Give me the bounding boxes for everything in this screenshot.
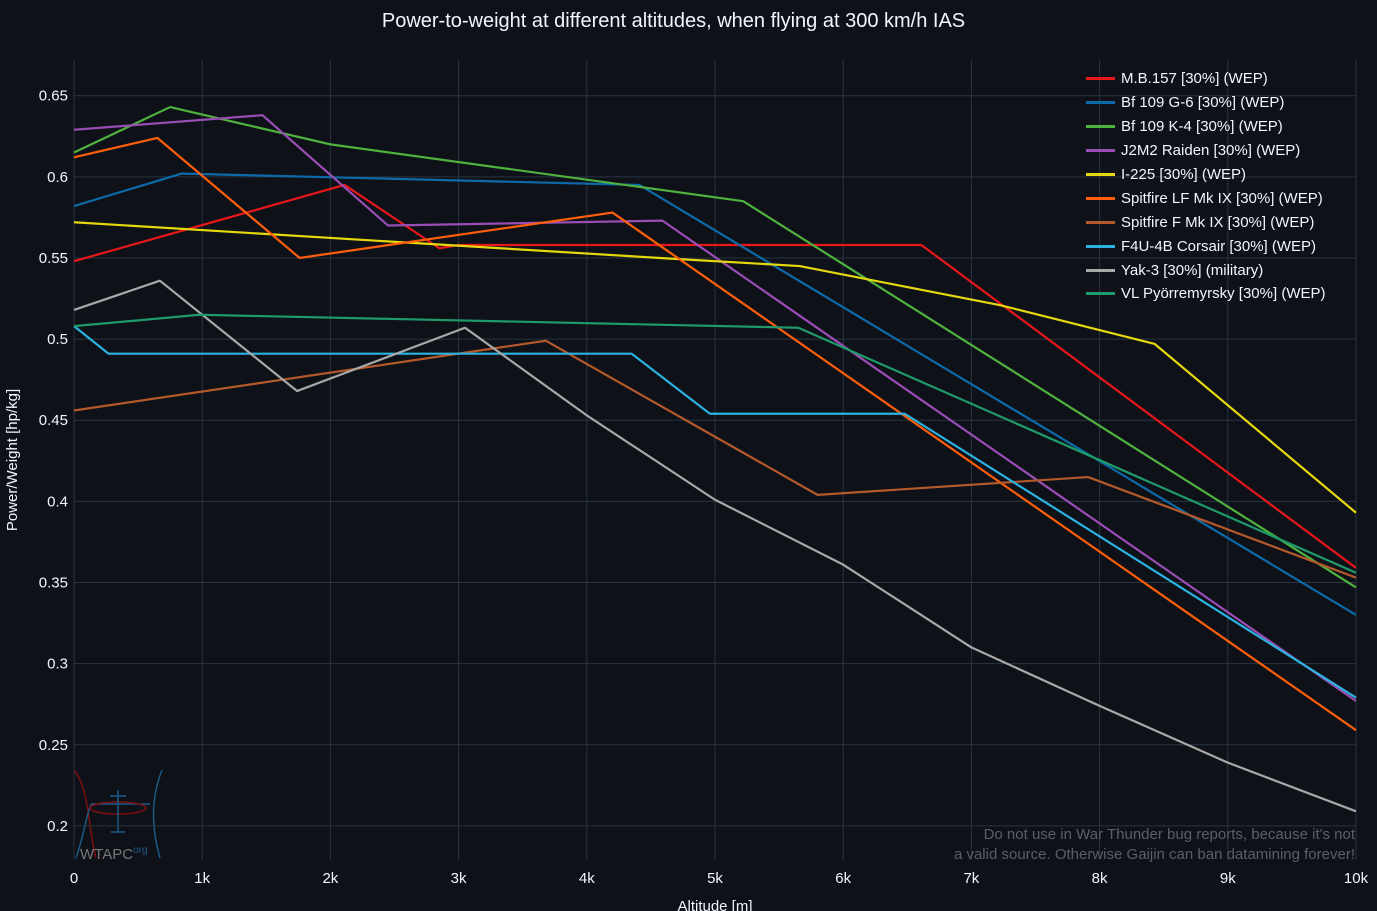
legend-label: M.B.157 [30%] (WEP) bbox=[1121, 70, 1268, 88]
legend-item[interactable]: Yak-3 [30%] (military) bbox=[1086, 258, 1325, 282]
x-tick-label: 5k bbox=[707, 870, 723, 887]
series-line-5 bbox=[73, 136, 1357, 732]
x-tick-label: 10k bbox=[1344, 870, 1369, 887]
series-line-1 bbox=[73, 172, 1357, 616]
legend: M.B.157 [30%] (WEP) Bf 109 G-6 [30%] (WEP… bbox=[1086, 67, 1325, 306]
legend-swatch bbox=[1086, 268, 1115, 272]
chart-title: Power-to-weight at different altitudes, … bbox=[381, 10, 966, 32]
legend-item[interactable]: VL Pyörremyrsky [30%] (WEP) bbox=[1086, 282, 1325, 306]
legend-label: Spitfire LF Mk IX [30%] (WEP) bbox=[1121, 189, 1323, 207]
x-tick-label: 8k bbox=[1092, 870, 1108, 887]
note-line: a valid source. Otherwise Gaijin can ban… bbox=[953, 846, 1355, 863]
legend-label: VL Pyörremyrsky [30%] (WEP) bbox=[1121, 285, 1326, 303]
x-tick-label: 4k bbox=[579, 870, 595, 887]
legend-swatch bbox=[1086, 220, 1115, 224]
y-tick-label: 0.55 bbox=[39, 250, 68, 267]
y-tick-label: 0.45 bbox=[39, 412, 68, 429]
y-tick-label: 0.2 bbox=[47, 818, 68, 835]
legend-item[interactable]: M.B.157 [30%] (WEP) bbox=[1086, 67, 1325, 91]
legend-label: Bf 109 K-4 [30%] (WEP) bbox=[1121, 118, 1283, 136]
legend-item[interactable]: Spitfire LF Mk IX [30%] (WEP) bbox=[1086, 186, 1325, 210]
legend-label: I-225 [30%] (WEP) bbox=[1121, 166, 1247, 183]
legend-swatch bbox=[1086, 244, 1115, 248]
series-line-4 bbox=[73, 221, 1357, 514]
y-tick-label: 0.35 bbox=[39, 575, 68, 592]
x-tick-label: 3k bbox=[451, 870, 467, 887]
series-line-3 bbox=[73, 114, 1357, 702]
x-tick-label: 1k bbox=[194, 870, 210, 887]
series-line-0 bbox=[73, 183, 1357, 569]
y-tick-label: 0.3 bbox=[47, 656, 68, 673]
watermark-sup: org bbox=[133, 845, 148, 856]
legend-swatch bbox=[1086, 173, 1115, 176]
legend-item[interactable]: Bf 109 K-4 [30%] (WEP) bbox=[1086, 115, 1325, 139]
x-tick-label: 9k bbox=[1220, 870, 1236, 887]
x-tick-label: 0 bbox=[70, 870, 78, 887]
x-tick-label: 2k bbox=[322, 870, 338, 887]
series-line-8 bbox=[73, 279, 1357, 813]
legend-label: Yak-3 [30%] (military) bbox=[1121, 261, 1264, 279]
legend-swatch bbox=[1086, 125, 1115, 129]
y-axis-label: Power/Weight [hp/kg] bbox=[4, 389, 21, 531]
legend-swatch bbox=[1086, 77, 1115, 81]
y-tick-label: 0.5 bbox=[47, 331, 68, 348]
watermark-text: WTAPC bbox=[80, 846, 134, 863]
legend-label: Bf 109 G-6 [30%] (WEP) bbox=[1121, 94, 1285, 112]
legend-label: F4U-4B Corsair [30%] (WEP) bbox=[1121, 237, 1317, 255]
legend-label: J2M2 Raiden [30%] (WEP) bbox=[1121, 142, 1301, 160]
legend-item[interactable]: F4U-4B Corsair [30%] (WEP) bbox=[1086, 234, 1325, 258]
y-tick-label: 0.4 bbox=[47, 493, 68, 510]
legend-item[interactable]: Spitfire F Mk IX [30%] (WEP) bbox=[1086, 210, 1325, 234]
series-line-9 bbox=[73, 313, 1357, 574]
legend-item[interactable]: J2M2 Raiden [30%] (WEP) bbox=[1086, 139, 1325, 163]
series-line-7 bbox=[73, 325, 1357, 699]
logo-curve bbox=[75, 803, 150, 859]
logo-plane-body bbox=[110, 790, 126, 833]
legend-swatch bbox=[1086, 292, 1115, 296]
disclaimer-note: Do not use in War Thunder bug reports, b… bbox=[954, 825, 1355, 865]
logo-curve bbox=[152, 769, 163, 859]
series-line-2 bbox=[73, 105, 1357, 589]
y-tick-label: 0.6 bbox=[47, 169, 68, 186]
x-tick-label: 6k bbox=[835, 870, 851, 887]
x-axis-label: Altitude [m] bbox=[677, 898, 752, 911]
legend-swatch bbox=[1086, 196, 1115, 200]
legend-item[interactable]: I-225 [30%] (WEP) bbox=[1086, 163, 1325, 187]
y-tick-label: 0.65 bbox=[39, 88, 68, 105]
watermark-logo: WTAPCorg bbox=[80, 845, 148, 863]
y-tick-label: 0.25 bbox=[39, 737, 68, 754]
x-tick-label: 7k bbox=[963, 870, 979, 887]
legend-swatch bbox=[1086, 149, 1115, 153]
series-line-6 bbox=[73, 339, 1357, 579]
note-line: Do not use in War Thunder bug reports, b… bbox=[983, 826, 1355, 843]
legend-item[interactable]: Bf 109 G-6 [30%] (WEP) bbox=[1086, 91, 1325, 115]
legend-swatch bbox=[1086, 101, 1115, 105]
legend-label: Spitfire F Mk IX [30%] (WEP) bbox=[1121, 213, 1315, 231]
